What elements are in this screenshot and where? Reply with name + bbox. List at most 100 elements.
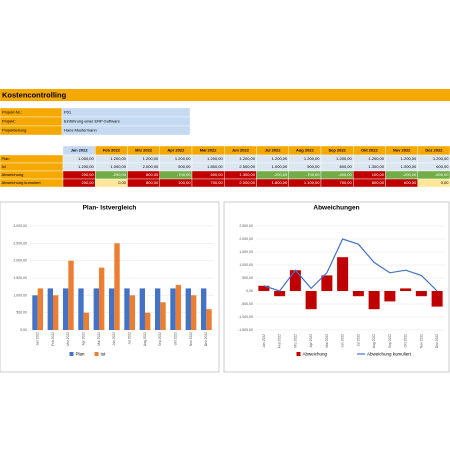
- x-tick-label: Mai 2022: [325, 334, 329, 348]
- y-tick-label: 1.000,00: [13, 293, 27, 297]
- x-tick-label: Aug 2022: [372, 334, 376, 348]
- bar: [83, 312, 90, 330]
- bar: [62, 288, 69, 330]
- bar: [305, 291, 317, 310]
- column-header: Aug 2022: [296, 148, 315, 153]
- cell-value: 100,00: [178, 180, 191, 185]
- field-value-cell: [61, 107, 191, 118]
- cell-value: 1.200,00: [207, 156, 223, 161]
- cell-value: 1.200,00: [175, 156, 191, 161]
- cell-value: 2.500,00: [239, 164, 255, 169]
- bar: [185, 288, 191, 330]
- legend-swatch: [69, 352, 74, 356]
- cell-value: 500,00: [307, 164, 320, 169]
- column-header: Apr 2022: [167, 148, 185, 153]
- sheet-title: Kostencontrolling: [2, 90, 67, 99]
- column-header: Okt 2022: [361, 148, 378, 153]
- row-label: Ist: [2, 164, 7, 169]
- field-label: Projekt-Nr.:: [2, 110, 22, 115]
- field-value: Hans Mustermann: [64, 128, 97, 133]
- x-tick-label: Dez 2022: [204, 332, 208, 346]
- cell-value: 600,00: [404, 180, 417, 185]
- x-tick-label: Jun 2022: [341, 334, 345, 348]
- bar: [37, 288, 44, 330]
- x-tick-label: Jun 2022: [112, 332, 116, 346]
- x-tick-label: Okt 2022: [174, 332, 178, 346]
- cell-value: 2.000,00: [239, 180, 255, 185]
- table-cell: [417, 178, 450, 188]
- x-tick-label: Sep 2022: [158, 332, 162, 346]
- column-header: Jul 2022: [265, 148, 282, 153]
- y-tick-label: 2.000,00: [239, 237, 253, 241]
- bar: [114, 243, 120, 330]
- bar: [99, 267, 105, 330]
- cell-value: 800,00: [146, 180, 159, 185]
- bar: [108, 288, 115, 330]
- cell-value: 1.200,00: [433, 156, 449, 161]
- cell-value: 1.200,00: [143, 156, 159, 161]
- y-tick-label: -1.000,00: [238, 315, 253, 319]
- bar: [53, 295, 59, 330]
- cell-value: 1.000,00: [272, 164, 288, 169]
- column-header: Jan 2022: [71, 148, 89, 153]
- x-tick-label: Sep 2022: [388, 334, 392, 348]
- bar: [258, 285, 270, 291]
- bar: [93, 288, 99, 330]
- column-header: Dez 2022: [425, 148, 443, 153]
- cell-value: 800,00: [146, 172, 159, 177]
- cell-value: 1.200,00: [110, 156, 126, 161]
- x-tick-label: Jul 2022: [128, 332, 132, 345]
- chart-frame: [0, 201, 220, 373]
- cell-value: 800,00: [340, 164, 353, 169]
- bar: [47, 288, 53, 330]
- title-bar: [0, 89, 450, 101]
- legend-swatch: [296, 352, 301, 356]
- cell-value: 700,00: [211, 180, 224, 185]
- y-tick-label: 500,00: [242, 276, 253, 280]
- cell-value: -700,00: [306, 172, 320, 177]
- x-tick-label: Mai 2022: [97, 332, 101, 346]
- bar: [400, 288, 412, 291]
- bar: [431, 291, 443, 307]
- x-tick-label: Okt 2022: [404, 334, 408, 348]
- cell-value: 1.800,00: [272, 180, 288, 185]
- x-tick-label: Nov 2022: [419, 334, 423, 348]
- cell-value: 100,00: [372, 172, 385, 177]
- x-tick-label: Jul 2022: [356, 334, 360, 347]
- y-tick-label: 3.000,00: [13, 224, 27, 228]
- y-tick-label: 1.500,00: [13, 276, 27, 280]
- legend-label: Abweichung kumuliert: [367, 352, 412, 357]
- cell-value: 1.200,00: [336, 156, 352, 161]
- column-header: Mrz 2022: [135, 148, 153, 153]
- bar: [337, 257, 349, 291]
- bar: [78, 288, 84, 330]
- y-tick-label: 2.000,00: [13, 259, 27, 263]
- cell-value: 200,00: [82, 172, 95, 177]
- y-tick-label: 1.500,00: [239, 250, 253, 254]
- cell-value: -200,00: [403, 172, 417, 177]
- cell-value: 800,00: [372, 180, 385, 185]
- y-tick-label: 500,00: [16, 311, 27, 315]
- bar: [384, 291, 396, 302]
- cell-value: 200,00: [82, 180, 95, 185]
- bar: [321, 275, 333, 291]
- field-value: P01: [64, 110, 72, 115]
- x-tick-label: Jan 2022: [36, 332, 40, 346]
- column-header: Jun 2022: [232, 148, 250, 153]
- row-label: Plan: [2, 156, 10, 161]
- cell-value: 1.200,00: [272, 156, 288, 161]
- chart-frame: [223, 201, 450, 373]
- x-tick-label: Apr 2022: [309, 334, 313, 348]
- cell-value: 1.800,00: [207, 164, 223, 169]
- column-header: Nov 2022: [393, 148, 411, 153]
- cell-value: 0,00: [441, 180, 450, 185]
- legend-swatch: [94, 352, 99, 356]
- cell-value: 1.300,00: [239, 172, 255, 177]
- cell-value: 1.200,00: [239, 156, 255, 161]
- column-header: Sep 2022: [328, 148, 346, 153]
- bar: [68, 260, 74, 330]
- x-tick-label: Nov 2022: [189, 332, 193, 346]
- column-header: Feb 2022: [103, 148, 121, 153]
- cell-value: 1.100,00: [304, 180, 320, 185]
